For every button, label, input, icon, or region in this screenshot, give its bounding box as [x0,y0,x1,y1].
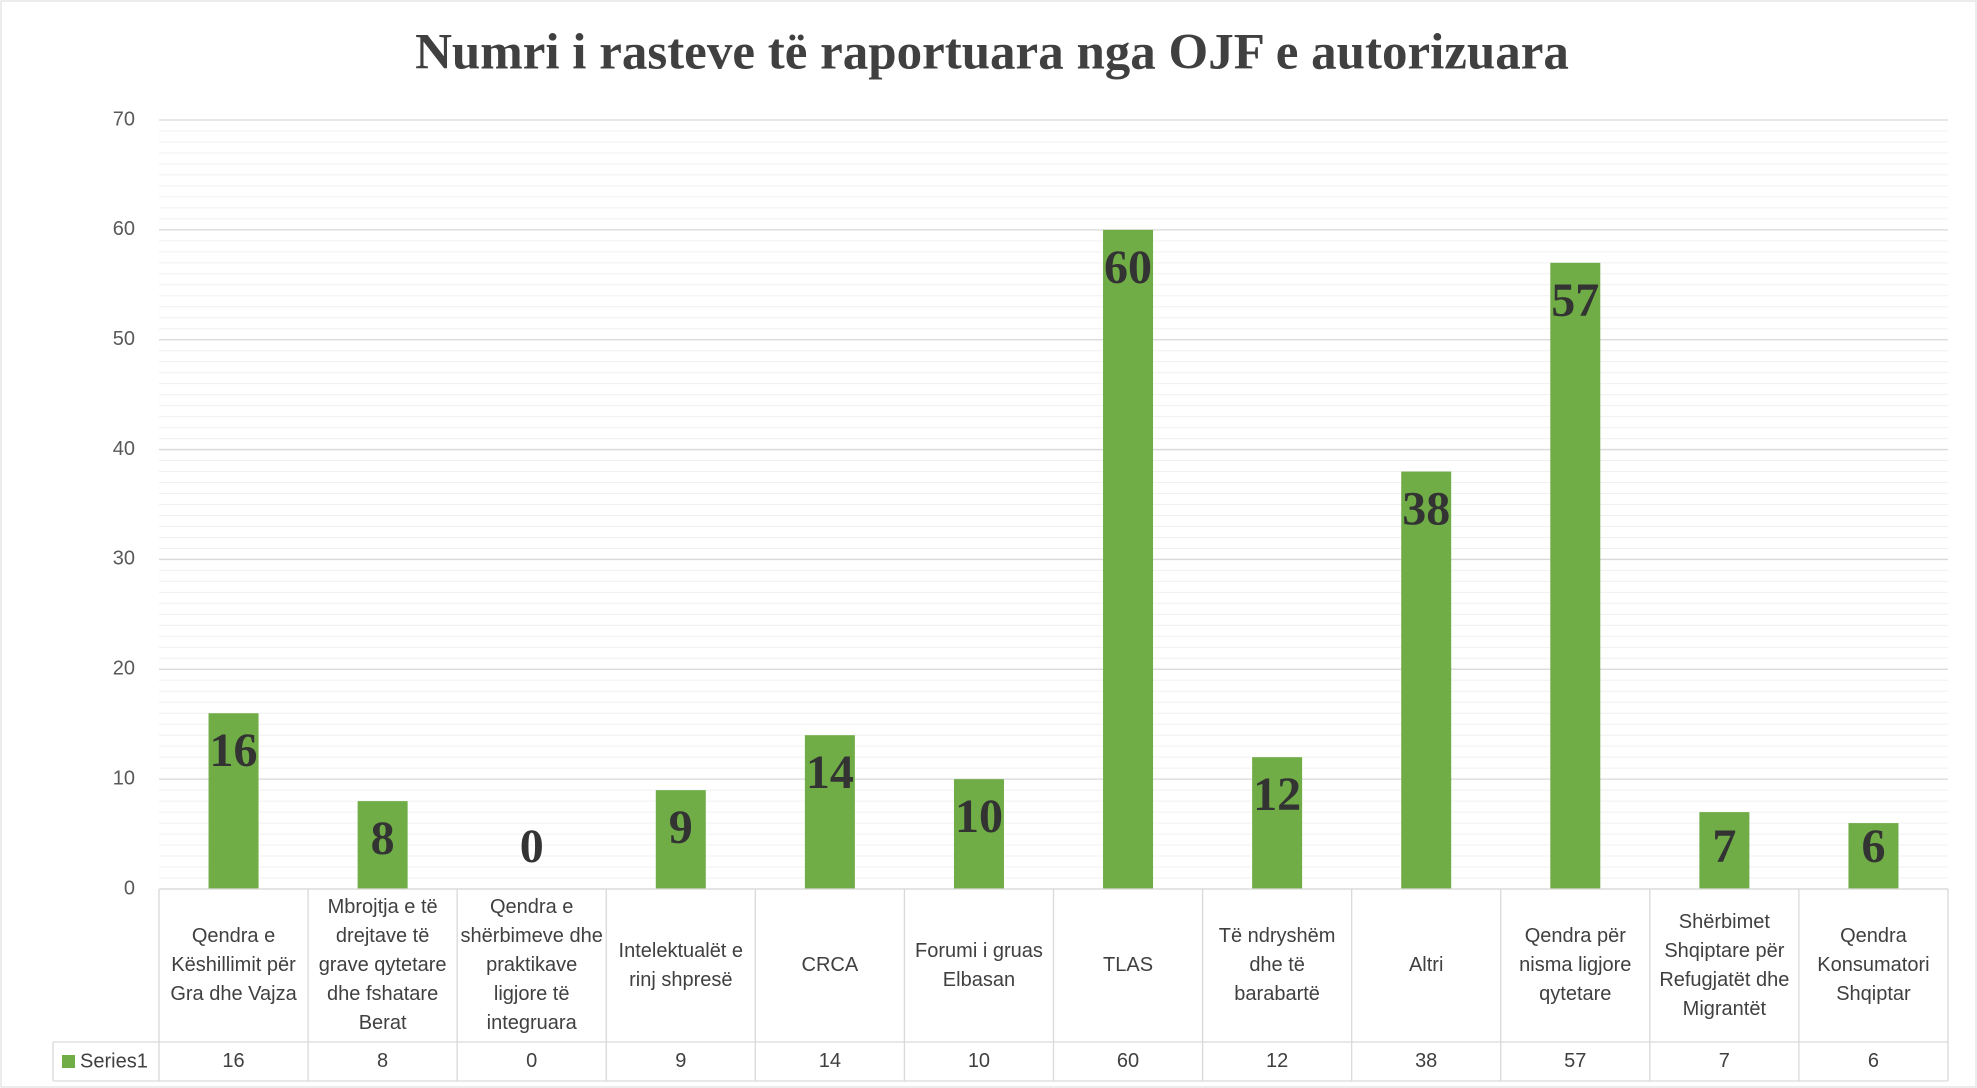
y-tick-label: 10 [113,767,135,789]
bar [357,801,408,889]
table-value: 8 [377,1050,389,1072]
bar [1550,262,1601,889]
x-tick-label: Qendra Konsumatori Shqiptar [1817,925,1930,1005]
y-tick-label: 20 [113,658,135,680]
table-value: 14 [818,1050,841,1072]
x-tick-label: Shërbimet Shqiptare për Refugjatët dhe M… [1659,910,1790,1020]
table-value: 60 [1116,1050,1140,1072]
table-value: 16 [222,1050,245,1072]
data-label: 10 [955,790,1003,843]
data-label: 14 [806,746,854,799]
data-label: 60 [1104,241,1152,294]
bar [208,713,259,889]
x-tick-label: Qendra e Këshillimit për Gra dhe Vajza [170,925,297,1005]
data-label: 16 [210,724,258,777]
legend-swatch [62,1055,75,1068]
data-label: 0 [520,820,544,873]
data-label: 57 [1551,274,1599,327]
data-label: 12 [1253,768,1301,821]
x-tick-label: Të ndryshëm dhe të barabartë [1218,925,1336,1005]
table-value: 12 [1265,1050,1289,1072]
bar [1252,757,1303,889]
x-tick-label: TLAS [1103,954,1154,976]
bar [804,735,855,889]
legend-label: Series1 [80,1050,148,1072]
bar [655,790,706,889]
bar [1103,229,1154,889]
y-tick-label: 30 [113,548,135,570]
bar [953,779,1004,889]
y-tick-label: 60 [113,218,135,240]
x-tick-label: Intelektualët e rinj shpresë [618,939,744,991]
data-label: 9 [669,801,693,854]
table-value: 38 [1415,1050,1438,1072]
y-tick-label: 70 [113,108,135,130]
table-value: 57 [1564,1050,1587,1072]
bar [1699,812,1750,889]
y-tick-label: 0 [124,877,135,899]
table-value: 7 [1718,1050,1730,1072]
y-tick-label: 40 [113,438,135,460]
data-label: 6 [1861,820,1885,873]
y-tick-label: 50 [113,328,135,350]
data-label: 8 [371,812,395,865]
x-tick-label: Qendra e shërbimeve dhe praktikave ligjo… [460,896,603,1034]
x-tick-label: Mbrojtja e të drejtave të grave qytetare… [318,896,447,1034]
table-value: 6 [1867,1050,1879,1072]
x-tick-label: Altri [1408,954,1444,976]
bar [1401,471,1452,889]
data-label: 38 [1402,483,1450,536]
x-tick-label: Forumi i gruas Elbasan [915,939,1043,991]
table-value: 9 [675,1050,687,1072]
x-tick-label: CRCA [801,954,859,976]
table-value: 10 [967,1050,991,1072]
chart-title: Numri i rasteve të raportuara nga OJF e … [415,25,1569,81]
x-tick-label: Qendra për nisma ligjore qytetare [1519,925,1632,1005]
bar [1848,823,1899,889]
data-label: 7 [1712,820,1736,873]
table-value: 0 [526,1050,538,1072]
